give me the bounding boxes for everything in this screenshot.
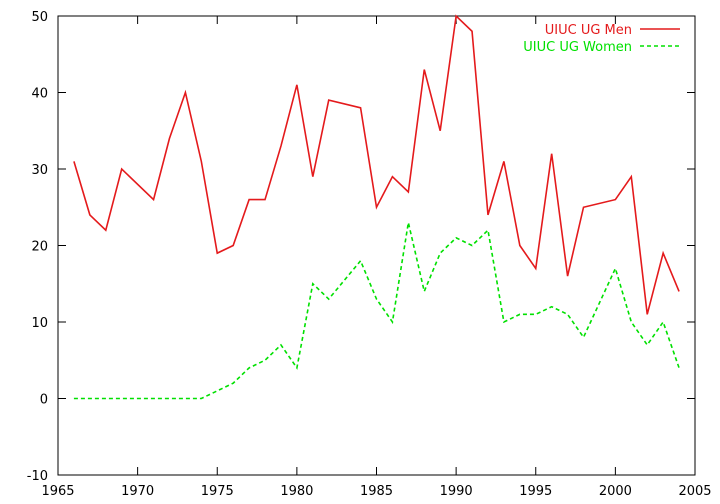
- x-tick-label: 2005: [678, 484, 711, 499]
- legend-label-uiuc-ug-men: UIUC UG Men: [545, 23, 632, 38]
- x-tick-label: 1985: [360, 484, 393, 499]
- y-tick-label: 0: [40, 393, 48, 408]
- axis-tick-labels: 1965 1970 1975 1980 1985 1990 1995 2000 2005 -10 0…: [27, 10, 712, 499]
- y-tick-label: 50: [31, 10, 48, 25]
- axis-ticks: [57, 15, 696, 476]
- x-tick-label: 1970: [121, 484, 154, 499]
- x-tick-label: 1995: [519, 484, 552, 499]
- x-tick-label: 1975: [201, 484, 234, 499]
- y-tick-label: -10: [27, 469, 48, 484]
- series-lines: [73, 14, 680, 400]
- series-line-uiuc-ug-men: [73, 14, 680, 315]
- series-line-uiuc-ug-women: [73, 222, 680, 400]
- x-tick-label: 1980: [280, 484, 313, 499]
- x-tick-label: 1990: [440, 484, 473, 499]
- y-tick-label: 10: [31, 316, 48, 331]
- plot-frame: [57, 15, 696, 476]
- legend: UIUC UG Men UIUC UG Women: [523, 23, 680, 55]
- y-tick-label: 30: [31, 163, 48, 178]
- y-tick-label: 40: [31, 87, 48, 102]
- x-tick-label: 1965: [41, 484, 74, 499]
- legend-label-uiuc-ug-women: UIUC UG Women: [523, 40, 632, 55]
- x-tick-label: 2000: [599, 484, 632, 499]
- y-tick-label: 20: [31, 240, 48, 255]
